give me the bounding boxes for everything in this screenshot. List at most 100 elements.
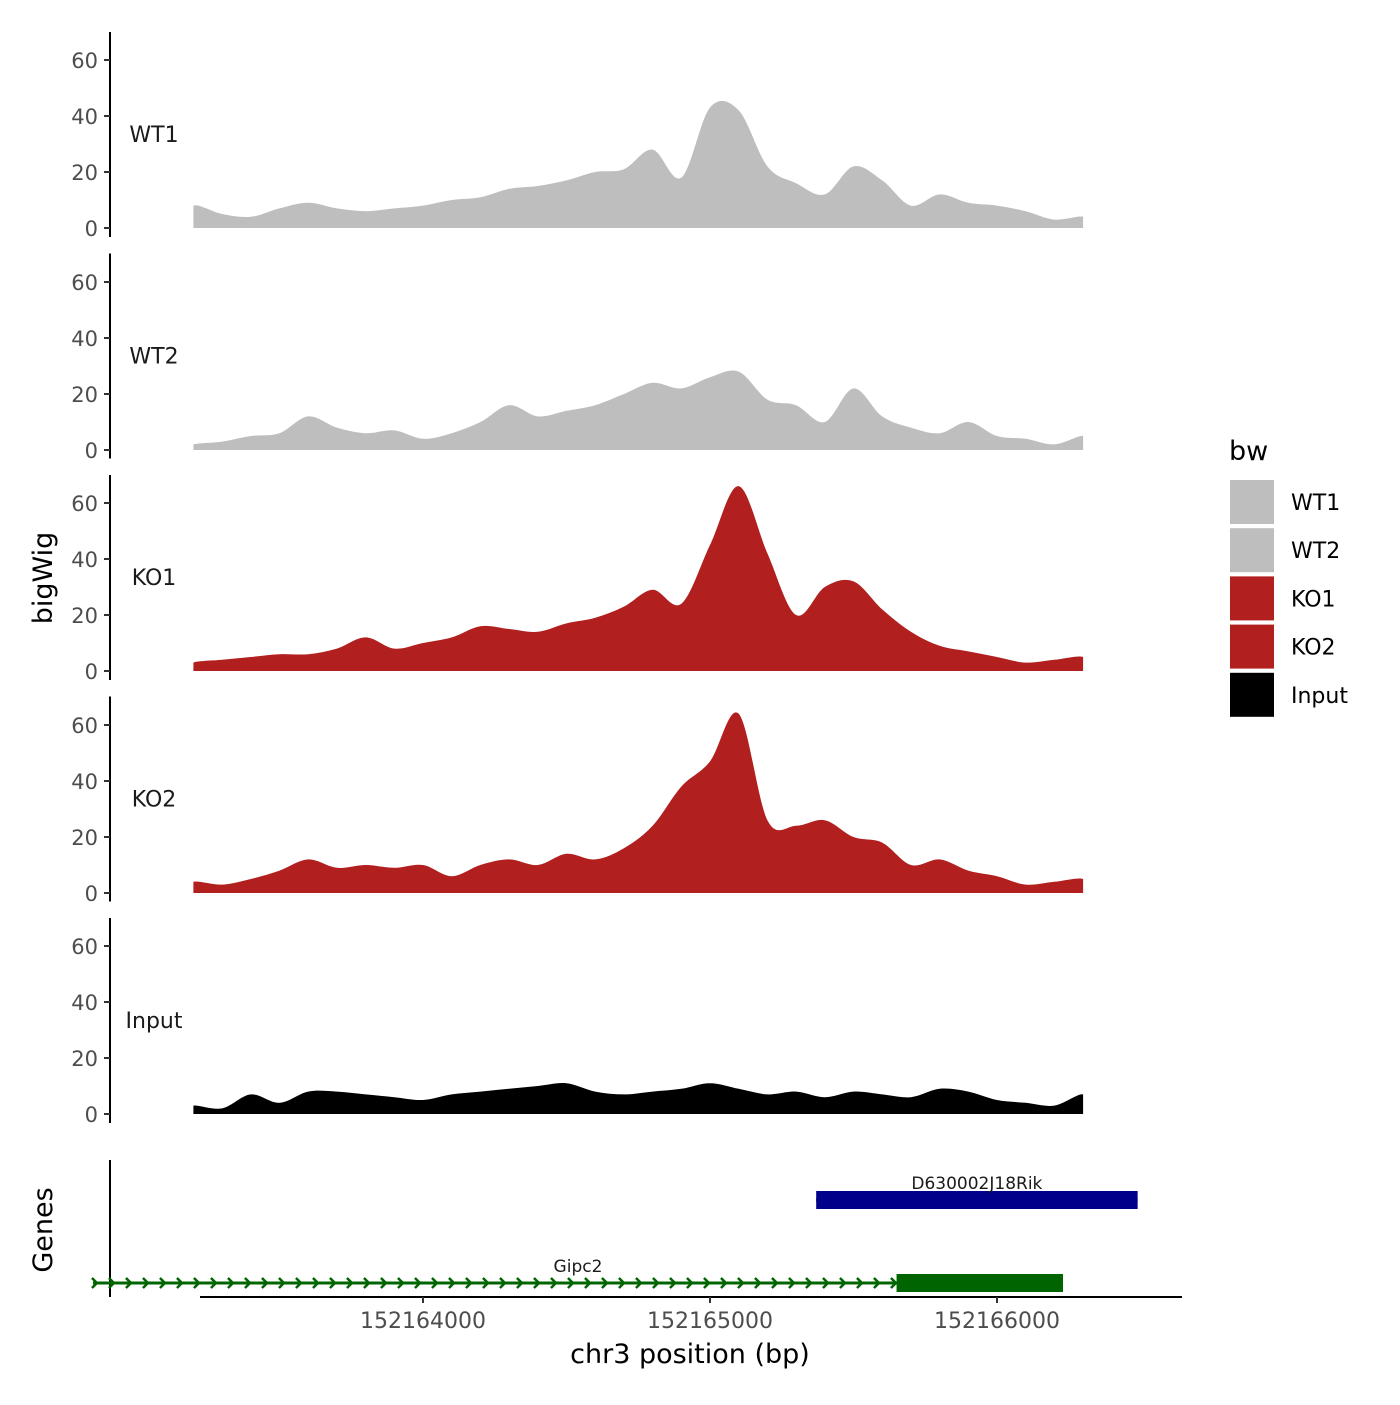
track-label-input: Input xyxy=(126,1009,183,1034)
strand-arrow-gipc2 xyxy=(890,1277,898,1289)
strand-arrow-gipc2 xyxy=(618,1277,626,1289)
strand-arrow-gipc2 xyxy=(516,1277,524,1289)
track-wt2: 0 20 40 60 WT2 xyxy=(71,253,1084,463)
y-tick-label-ko2-20: 20 xyxy=(71,826,98,850)
strand-arrow-gipc2 xyxy=(482,1277,490,1289)
strand-arrow-gipc2 xyxy=(669,1277,677,1289)
signal-area-wt2 xyxy=(193,370,1084,450)
y-tick-label-input-40: 40 xyxy=(71,991,98,1015)
x-tick-label-152165000: 152165000 xyxy=(647,1309,773,1334)
legend-swatch-ko2 xyxy=(1230,624,1274,669)
strand-arrow-gipc2 xyxy=(261,1277,269,1289)
strand-arrow-gipc2 xyxy=(737,1277,745,1289)
legend-label-input: Input xyxy=(1291,684,1348,709)
gene-cds-gipc2 xyxy=(896,1274,1064,1292)
strand-arrow-gipc2 xyxy=(686,1277,694,1289)
legend-swatch-wt1 xyxy=(1230,480,1274,524)
y-tick-label-wt1-60: 60 xyxy=(71,49,98,73)
track-input: 0 20 40 60 Input xyxy=(71,918,1084,1127)
strand-arrow-gipc2 xyxy=(278,1277,286,1289)
track-ko1: 0 20 40 60 KO1 xyxy=(71,475,1084,684)
y-tick-label-ko1-20: 20 xyxy=(71,604,98,628)
legend-label-wt2: WT2 xyxy=(1291,539,1340,564)
strand-arrow-gipc2 xyxy=(431,1277,439,1289)
strand-arrow-gipc2 xyxy=(176,1277,184,1289)
legend-label-ko1: KO1 xyxy=(1291,587,1336,612)
strand-arrow-gipc2 xyxy=(414,1277,422,1289)
strand-arrow-gipc2 xyxy=(703,1277,711,1289)
strand-arrow-gipc2 xyxy=(346,1277,354,1289)
strand-arrow-gipc2 xyxy=(363,1277,371,1289)
signal-area-wt1 xyxy=(193,100,1084,228)
track-label-wt1: WT1 xyxy=(129,123,178,148)
y-tick-label-wt2-40: 40 xyxy=(71,327,98,351)
strand-arrow-gipc2 xyxy=(873,1277,881,1289)
x-axis: 152164000 152165000 152166000 xyxy=(200,1296,1182,1334)
y-tick-label-ko2-40: 40 xyxy=(71,770,98,794)
strand-arrow-gipc2 xyxy=(312,1277,320,1289)
genes-layer: D630002J18Rik Gipc2 xyxy=(91,1160,1138,1297)
strand-arrow-gipc2 xyxy=(329,1277,337,1289)
strand-arrow-gipc2 xyxy=(601,1277,609,1289)
strand-arrow-gipc2 xyxy=(448,1277,456,1289)
track-label-ko1: KO1 xyxy=(132,566,177,591)
track-label-wt2: WT2 xyxy=(129,345,178,370)
gene-label-d630002j18rik: D630002J18Rik xyxy=(911,1174,1042,1194)
signal-area-input xyxy=(193,1083,1084,1114)
strand-arrow-gipc2 xyxy=(720,1277,728,1289)
gene-d630002j18rik: D630002J18Rik xyxy=(816,1174,1138,1209)
y-tick-label-ko1-0: 0 xyxy=(85,660,98,684)
y-axis-title: bigWig xyxy=(28,532,59,625)
track-ko2: 0 20 40 60 KO2 xyxy=(71,696,1084,906)
strand-arrow-gipc2 xyxy=(108,1277,116,1289)
gene-cds-d630002j18rik xyxy=(816,1191,1138,1209)
strand-arrow-gipc2 xyxy=(822,1277,830,1289)
y-tick-label-wt1-40: 40 xyxy=(71,105,98,129)
strand-arrow-gipc2 xyxy=(550,1277,558,1289)
strand-arrow-gipc2 xyxy=(856,1277,864,1289)
x-tick-label-152164000: 152164000 xyxy=(360,1309,486,1334)
gene-gipc2: Gipc2 xyxy=(91,1257,1064,1292)
y-tick-label-wt1-0: 0 xyxy=(85,217,98,241)
strand-arrow-gipc2 xyxy=(380,1277,388,1289)
y-tick-label-input-20: 20 xyxy=(71,1047,98,1071)
strand-arrow-gipc2 xyxy=(142,1277,150,1289)
strand-arrow-gipc2 xyxy=(788,1277,796,1289)
strand-arrow-gipc2 xyxy=(465,1277,473,1289)
y-tick-label-wt2-60: 60 xyxy=(71,271,98,295)
legend-label-wt1: WT1 xyxy=(1291,491,1340,516)
legend-label-ko2: KO2 xyxy=(1291,636,1336,661)
strand-arrow-gipc2 xyxy=(533,1277,541,1289)
track-wt1: 0 20 40 60 WT1 xyxy=(71,32,1084,241)
signal-area-ko1 xyxy=(193,486,1084,671)
strand-arrow-gipc2 xyxy=(652,1277,660,1289)
y-tick-label-ko1-60: 60 xyxy=(71,492,98,516)
strand-arrow-gipc2 xyxy=(125,1277,133,1289)
gene-label-gipc2: Gipc2 xyxy=(554,1257,603,1277)
y-tick-label-wt2-20: 20 xyxy=(71,383,98,407)
strand-arrow-gipc2 xyxy=(754,1277,762,1289)
legend-swatch-wt2 xyxy=(1230,528,1274,573)
strand-arrow-gipc2 xyxy=(771,1277,779,1289)
y-tick-label-ko2-0: 0 xyxy=(85,882,98,906)
y-tick-label-wt2-0: 0 xyxy=(85,439,98,463)
strand-arrow-gipc2 xyxy=(295,1277,303,1289)
legend-title: bw xyxy=(1229,436,1268,467)
strand-arrow-gipc2 xyxy=(193,1277,201,1289)
x-axis-title: chr3 position (bp) xyxy=(570,1339,810,1370)
x-tick-label-152166000: 152166000 xyxy=(934,1309,1060,1334)
track-label-ko2: KO2 xyxy=(132,788,177,813)
strand-arrow-gipc2 xyxy=(227,1277,235,1289)
tracks-layer: 0 20 40 60 WT1 0 20 40 60 WT2 0 20 40 60 KO1 0 20 40 60 KO2… xyxy=(71,32,1084,1127)
y-tick-label-ko1-40: 40 xyxy=(71,548,98,572)
y-tick-label-ko2-60: 60 xyxy=(71,714,98,738)
y-tick-label-wt1-20: 20 xyxy=(71,161,98,185)
y-tick-label-input-60: 60 xyxy=(71,935,98,959)
y-tick-label-input-0: 0 xyxy=(85,1103,98,1127)
strand-arrow-gipc2 xyxy=(244,1277,252,1289)
strand-arrow-gipc2 xyxy=(567,1277,575,1289)
strand-arrow-gipc2 xyxy=(635,1277,643,1289)
legend-swatch-input xyxy=(1230,672,1274,717)
strand-arrow-gipc2 xyxy=(839,1277,847,1289)
